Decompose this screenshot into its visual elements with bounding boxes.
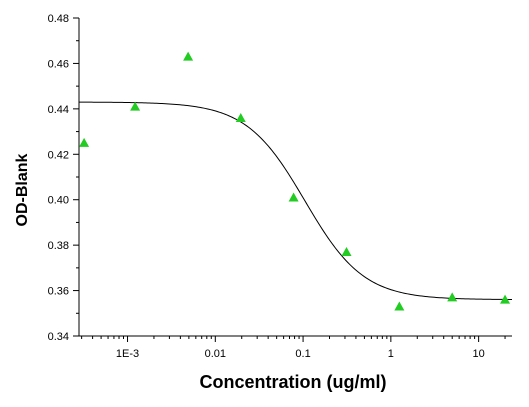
y-tick-label: 0.38	[48, 240, 69, 252]
x-tick-label: 0.1	[295, 348, 310, 360]
data-point-triangle	[447, 292, 458, 302]
data-point-triangle	[394, 301, 405, 311]
data-point-triangle	[235, 112, 246, 122]
y-tick-label: 0.48	[48, 13, 69, 25]
x-tick-label: 1	[388, 348, 394, 360]
data-point-triangle	[500, 294, 511, 304]
y-tick-label: 0.46	[48, 58, 69, 70]
x-axis-title: Concentration (ug/ml)	[200, 372, 387, 392]
y-tick-label: 0.42	[48, 149, 69, 161]
data-point-triangle	[183, 51, 194, 61]
data-point-triangle	[130, 101, 141, 111]
data-point-triangle	[341, 246, 352, 256]
data-point-triangle	[288, 192, 299, 202]
fit-curve	[78, 101, 513, 300]
data-points	[79, 51, 511, 311]
x-tick-label: 1E-3	[116, 348, 139, 360]
y-tick-label: 0.34	[48, 331, 69, 343]
y-axis-title: OD-Blank	[14, 153, 31, 226]
x-tick-label: 10	[473, 348, 485, 360]
y-tick-label: 0.40	[48, 195, 69, 207]
y-ticks: 0.34 0.36 0.38 0.40 0.42 0.44 0.46 0.48	[48, 13, 79, 343]
plot-frame	[78, 18, 512, 337]
x-tick-label: 0.01	[205, 348, 226, 360]
data-point-triangle	[79, 137, 90, 147]
y-tick-label: 0.44	[48, 104, 69, 116]
y-tick-label: 0.36	[48, 286, 69, 298]
x-ticks: 1E-3 0.01 0.1 1 10	[81, 336, 506, 360]
